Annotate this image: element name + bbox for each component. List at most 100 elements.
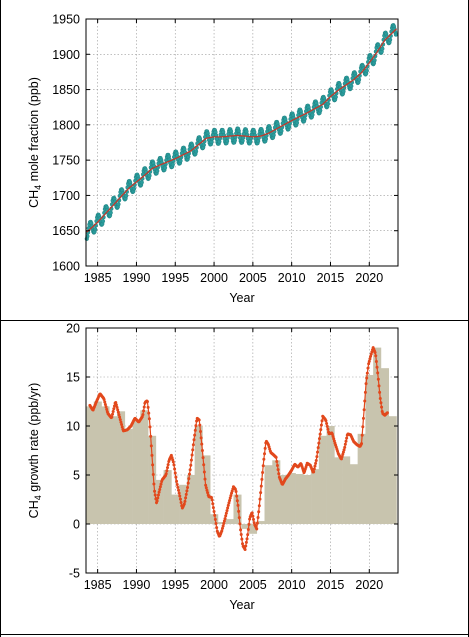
- y-tick-label: 1600: [52, 260, 80, 274]
- y-tick-label: 1850: [52, 83, 80, 97]
- growth-rate-point: [315, 455, 319, 459]
- growth-rate-point: [148, 425, 152, 429]
- x-tick-label: 1985: [84, 271, 112, 285]
- growth-rate-point: [317, 441, 321, 445]
- growth-rate-point: [200, 449, 204, 452]
- annual-bar: [334, 457, 343, 524]
- growth-rate-point: [246, 533, 250, 537]
- annual-bar: [194, 426, 203, 524]
- monthly-point: [380, 46, 385, 51]
- annual-bar: [132, 421, 141, 524]
- growth-rate-point: [261, 471, 265, 475]
- growth-rate-point: [206, 491, 210, 495]
- monthly-point: [302, 116, 307, 121]
- growth-rate-point: [192, 438, 196, 442]
- growth-rate-point: [178, 497, 182, 501]
- monthly-point: [116, 202, 121, 207]
- growth-rate-point: [244, 540, 248, 544]
- growth-rate-point: [204, 486, 208, 490]
- growth-rate-point: [111, 410, 115, 413]
- growth-rate-point: [103, 402, 107, 406]
- growth-rate-point: [368, 357, 372, 361]
- annual-bar: [109, 416, 118, 524]
- growth-rate-point: [200, 442, 204, 446]
- growth-rate-point: [362, 408, 366, 412]
- growth-rate-point: [222, 519, 226, 523]
- annual-bar: [148, 435, 157, 524]
- growth-rate-point: [212, 510, 216, 513]
- growth-rate-point: [214, 522, 218, 526]
- growth-rate-point: [227, 501, 231, 505]
- x-tick-label: 2015: [317, 271, 345, 285]
- growth-rate-point: [152, 482, 156, 486]
- growth-rate-point: [376, 371, 380, 375]
- growth-rate-point: [377, 384, 381, 388]
- annual-bar: [241, 524, 250, 529]
- growth-rate-point: [119, 420, 123, 424]
- growth-rate-point: [237, 509, 241, 513]
- growth-rate-point: [176, 488, 180, 492]
- x-tick-label: 1990: [123, 271, 151, 285]
- y-axis-title-main: CH: [27, 500, 41, 518]
- growth-rate-point: [360, 442, 364, 446]
- monthly-point: [162, 165, 168, 170]
- annual-bar: [380, 368, 389, 524]
- annual-bars: [86, 347, 397, 534]
- y-tick-label: 10: [66, 420, 80, 434]
- annual-bar: [117, 411, 126, 524]
- growth-rate-point: [149, 444, 153, 448]
- annual-bar: [124, 428, 133, 524]
- growth-rate-point: [120, 425, 124, 429]
- growth-rate-point: [103, 400, 107, 404]
- annual-bar: [311, 469, 320, 524]
- growth-rate-point: [255, 521, 259, 525]
- growth-rate-point: [153, 493, 157, 497]
- growth-rate-point: [184, 496, 188, 500]
- growth-rate-point: [361, 416, 365, 420]
- annual-bar: [163, 470, 172, 524]
- growth-rate-point: [235, 494, 239, 498]
- growth-rate-point: [262, 457, 266, 461]
- growth-rate-point: [312, 470, 316, 474]
- growth-rate-point: [259, 491, 263, 495]
- growth-rate-point: [182, 502, 186, 506]
- growth-rate-point: [314, 458, 318, 462]
- growth-rate-point: [174, 475, 178, 479]
- x-axis-title: Year: [229, 291, 254, 305]
- growth-rate-point: [201, 456, 205, 460]
- plot-area-border: [85, 327, 399, 574]
- growth-rate-point: [183, 499, 187, 503]
- monthly-point: [310, 112, 315, 117]
- growth-rate-point: [229, 494, 233, 498]
- growth-rate-point: [151, 472, 155, 476]
- growth-rate-point: [199, 436, 203, 440]
- growth-rate-point: [159, 482, 163, 486]
- growth-rate-point: [385, 411, 389, 415]
- monthly-point: [263, 136, 269, 142]
- growth-rate-point: [340, 455, 344, 459]
- growth-rate-point: [146, 405, 150, 409]
- monthly-point: [155, 168, 160, 174]
- growth-rate-point: [244, 544, 248, 548]
- annual-bar: [217, 522, 226, 524]
- monthly-point: [100, 219, 106, 224]
- growth-rate-point: [116, 410, 120, 414]
- growth-rate-point: [325, 422, 329, 426]
- growth-rate-point: [220, 529, 224, 533]
- growth-rate-point: [236, 503, 240, 507]
- growth-rate-point: [367, 362, 371, 366]
- growth-rate-point: [224, 511, 228, 515]
- growth-rate-point: [142, 405, 146, 409]
- monthly-point: [279, 128, 284, 134]
- annual-bar: [295, 474, 304, 524]
- annual-bar: [101, 406, 110, 524]
- x-tick-label: 2015: [317, 578, 345, 592]
- growth-rate-point: [225, 509, 229, 513]
- growth-rate-point: [226, 503, 230, 507]
- growth-rate-point: [193, 433, 197, 437]
- y-axis-title: CH4 growth rate (ppb/yr): [27, 383, 43, 519]
- y-axis-title-rest: growth rate (ppb/yr): [27, 383, 41, 496]
- monthly-point: [318, 108, 323, 113]
- growth-rate-point: [120, 423, 124, 427]
- annual-bar: [365, 375, 374, 524]
